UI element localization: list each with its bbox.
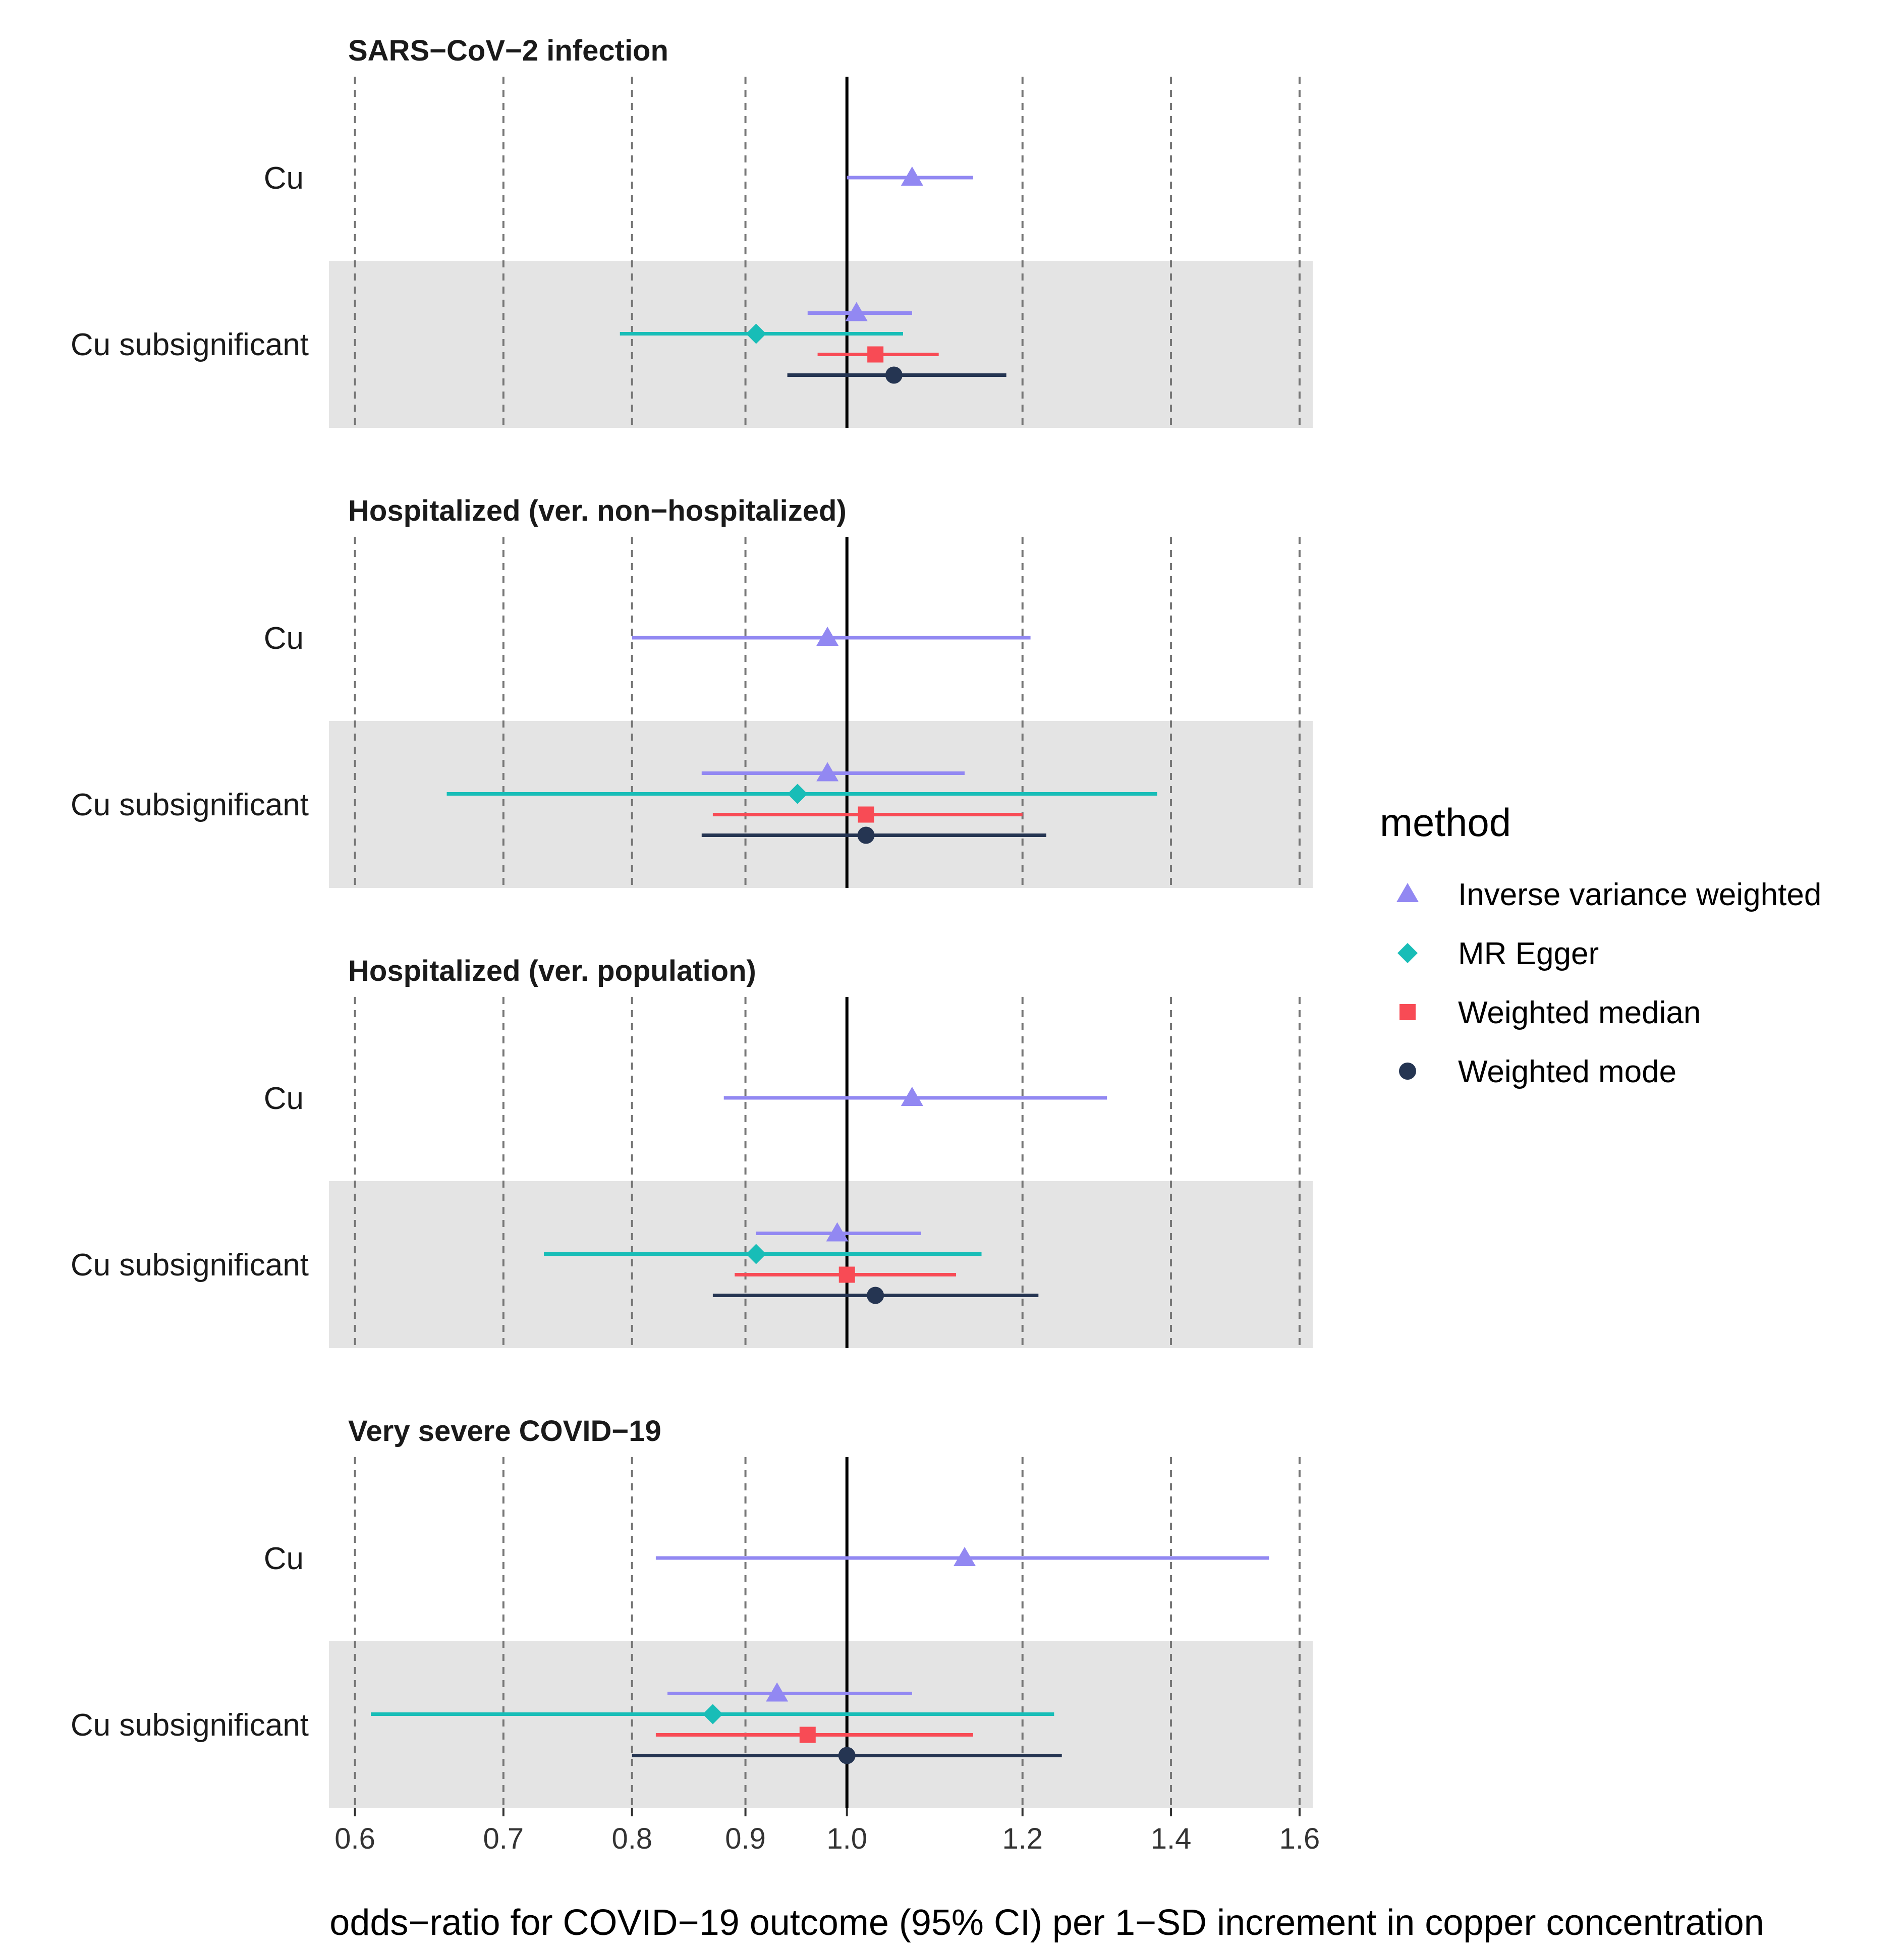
- panel-2: Hospitalized (ver. non−hospitalized) Cu Cu…: [71, 494, 1313, 888]
- point-wmed: [858, 806, 874, 823]
- legend-key-wmed: [1399, 1004, 1416, 1020]
- x-tick-label: 0.8: [611, 1822, 652, 1855]
- point-wmode: [867, 1287, 884, 1304]
- point-ivw: [901, 1087, 923, 1106]
- legend-label-wmode: Weighted mode: [1458, 1054, 1676, 1089]
- panel-title: Hospitalized (ver. population): [348, 955, 756, 987]
- shaded-band: [329, 261, 1313, 428]
- row-label: Cu: [264, 161, 304, 196]
- row-label: Cu: [264, 621, 304, 656]
- shaded-band: [329, 1181, 1313, 1348]
- point-wmode: [838, 1747, 856, 1764]
- point-wmed: [799, 1727, 816, 1743]
- legend-label-egger: MR Egger: [1458, 936, 1599, 971]
- point-ivw: [766, 1682, 789, 1702]
- point-ivw: [816, 762, 839, 782]
- row-label: Cu: [264, 1541, 304, 1576]
- point-wmed: [867, 346, 884, 363]
- row-label: Cu subsignificant: [71, 327, 309, 362]
- legend: method Inverse variance weighted MR Egger…: [1380, 800, 1821, 1089]
- point-wmode: [885, 366, 903, 384]
- x-tick-label: 0.6: [334, 1822, 375, 1855]
- row-label: Cu subsignificant: [71, 1248, 309, 1283]
- point-egger: [787, 784, 808, 804]
- point-ivw: [826, 1222, 849, 1242]
- x-tick-label: 0.7: [483, 1822, 524, 1855]
- point-wmode: [857, 826, 875, 844]
- point-ivw: [845, 302, 868, 321]
- shaded-band: [329, 1641, 1313, 1808]
- row-label: Cu subsignificant: [71, 788, 309, 822]
- x-tick-label: 1.4: [1151, 1822, 1192, 1855]
- legend-title: method: [1380, 800, 1511, 845]
- x-tick-label: 1.0: [826, 1822, 867, 1855]
- point-egger: [746, 1244, 766, 1264]
- point-egger: [702, 1704, 723, 1724]
- panel-title: Very severe COVID−19: [348, 1415, 661, 1448]
- legend-key-egger: [1397, 943, 1418, 963]
- point-egger: [746, 323, 766, 344]
- x-axis-title: odds−ratio for COVID−19 outcome (95% CI)…: [329, 1903, 1764, 1943]
- legend-label-wmed: Weighted median: [1458, 995, 1701, 1030]
- panel-3: Hospitalized (ver. population) Cu Cu subsi…: [71, 955, 1313, 1348]
- x-axis: 0.6 0.7 0.8 0.9 1.0 1.2 1.4 1.6: [334, 1808, 1320, 1855]
- shaded-band: [329, 721, 1313, 888]
- legend-key-ivw: [1396, 883, 1419, 902]
- x-tick-label: 1.6: [1279, 1822, 1320, 1855]
- row-label: Cu subsignificant: [71, 1708, 309, 1743]
- legend-key-wmode: [1399, 1063, 1416, 1080]
- point-ivw: [816, 627, 839, 646]
- point-ivw: [901, 166, 923, 186]
- row-label: Cu: [264, 1081, 304, 1116]
- panel-title: Hospitalized (ver. non−hospitalized): [348, 494, 847, 527]
- x-tick-label: 1.2: [1002, 1822, 1043, 1855]
- panel-title: SARS−CoV−2 infection: [348, 34, 668, 67]
- point-wmed: [838, 1266, 855, 1283]
- point-ivw: [954, 1547, 976, 1566]
- legend-label-ivw: Inverse variance weighted: [1458, 877, 1821, 912]
- panel-4: Very severe COVID−19 Cu Cu subsignificant: [71, 1415, 1313, 1808]
- panel-1: SARS−CoV−2 infection Cu Cu subsignificant: [71, 34, 1313, 428]
- x-tick-label: 0.9: [725, 1822, 766, 1855]
